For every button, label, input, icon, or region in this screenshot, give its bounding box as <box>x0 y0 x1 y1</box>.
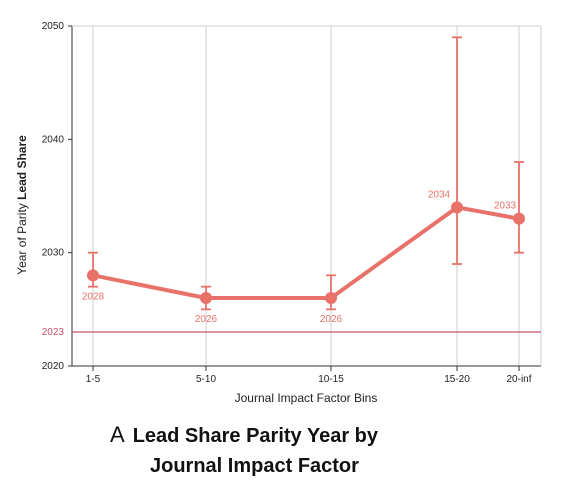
y-tick-label-2040: 2040 <box>42 134 65 145</box>
data-point-1-5 <box>87 269 99 282</box>
x-tick-label-1-5: 1-5 <box>86 374 101 385</box>
series-polyline <box>91 205 521 300</box>
data-label-10-15: 2026 <box>320 314 343 325</box>
data-point-10-15 <box>325 292 337 304</box>
error-bars <box>88 36 524 311</box>
figure-caption: A Lead Share Parity Year by Journal Impac… <box>110 420 490 481</box>
y-axis-label: Year of Parity Lead Share <box>15 135 29 275</box>
x-tick-label-5-10: 5-10 <box>196 374 216 385</box>
x-tick-label-10-15: 10-15 <box>318 374 344 385</box>
data-label-5-10: 2026 <box>195 314 218 325</box>
data-labels: 2028 2026 2026 2034 2033 <box>82 189 517 325</box>
reference-line-label: 2023 <box>42 327 65 338</box>
data-point-15-20 <box>451 201 463 214</box>
series-line <box>87 201 525 304</box>
data-label-1-5: 2028 <box>82 291 105 302</box>
caption-line-1: Lead Share Parity Year by <box>132 425 379 447</box>
reference-line-group: 2023 <box>42 327 541 338</box>
caption-line-2: Journal Impact Factor <box>150 455 359 477</box>
x-tick-label-15-20: 15-20 <box>444 374 470 385</box>
y-tick-label-2020: 2020 <box>42 361 65 372</box>
x-tick-label-20-inf: 20-inf <box>506 374 531 385</box>
y-tick-label-2030: 2030 <box>42 248 65 259</box>
axes: 2020 2030 2040 2050 1-5 5-10 10-15 15-20 20-inf <box>42 21 542 385</box>
y-tick-label-2050: 2050 <box>42 21 65 32</box>
data-label-20-inf: 2033 <box>494 201 517 212</box>
data-point-20-inf <box>513 212 525 225</box>
y-axis-label-bold: Lead Share <box>15 135 29 200</box>
data-label-15-20: 2034 <box>428 189 451 200</box>
grid <box>92 26 520 366</box>
data-point-5-10 <box>200 292 212 304</box>
y-axis-label-prefix: Year of Parity <box>15 200 29 275</box>
caption-letter: A <box>110 422 125 447</box>
x-axis-label: Journal Impact Factor Bins <box>235 391 378 405</box>
